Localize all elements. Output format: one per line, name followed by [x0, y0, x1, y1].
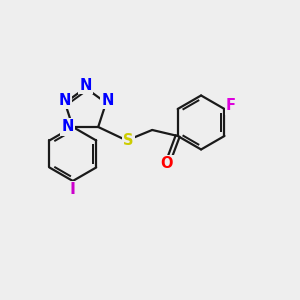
Text: N: N: [101, 93, 114, 108]
Text: O: O: [160, 156, 172, 171]
Text: S: S: [123, 133, 134, 148]
Text: F: F: [226, 98, 236, 113]
Text: N: N: [79, 78, 92, 93]
Text: I: I: [70, 182, 76, 197]
Text: N: N: [61, 119, 74, 134]
Text: N: N: [59, 93, 71, 108]
